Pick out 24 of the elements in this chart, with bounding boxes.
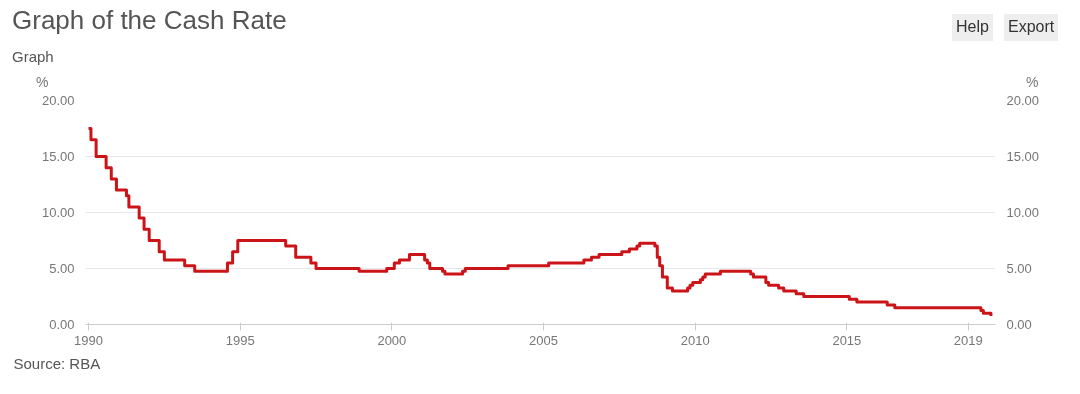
y2-tick-label: 10.00	[1006, 205, 1040, 220]
x-tick-label: 2010	[680, 332, 710, 348]
x-tick-label: 2015	[832, 332, 862, 348]
y-tick-label: 20.00	[41, 93, 75, 108]
x-tick-label: 2000	[377, 332, 407, 348]
x-tick-label: 1995	[225, 332, 255, 348]
y2-tick-label: 15.00	[1006, 149, 1040, 164]
x-tick-label: 2019	[953, 332, 983, 348]
y-tick-label: 0.00	[49, 317, 75, 332]
chart-subtitle: Graph	[12, 47, 54, 67]
x-tick-label: 1990	[74, 332, 103, 348]
y-tick-label: 5.00	[49, 261, 75, 276]
y2-tick-label: 0.00	[1006, 317, 1032, 332]
chart-title: Graph of the Cash Rate	[12, 4, 287, 37]
y-tick-label: 10.00	[41, 205, 75, 220]
source-note: Source: RBA	[13, 354, 101, 372]
text: Help	[952, 14, 993, 41]
y-axis-title: %	[36, 73, 49, 92]
y-tick-label: 15.00	[41, 149, 75, 164]
text: Export	[1004, 14, 1059, 41]
y2-axis-title: %	[1026, 73, 1039, 92]
y2-tick-label: 5.00	[1006, 261, 1032, 276]
y2-tick-label: 20.00	[1006, 93, 1040, 108]
x-tick-label: 2005	[529, 332, 558, 348]
